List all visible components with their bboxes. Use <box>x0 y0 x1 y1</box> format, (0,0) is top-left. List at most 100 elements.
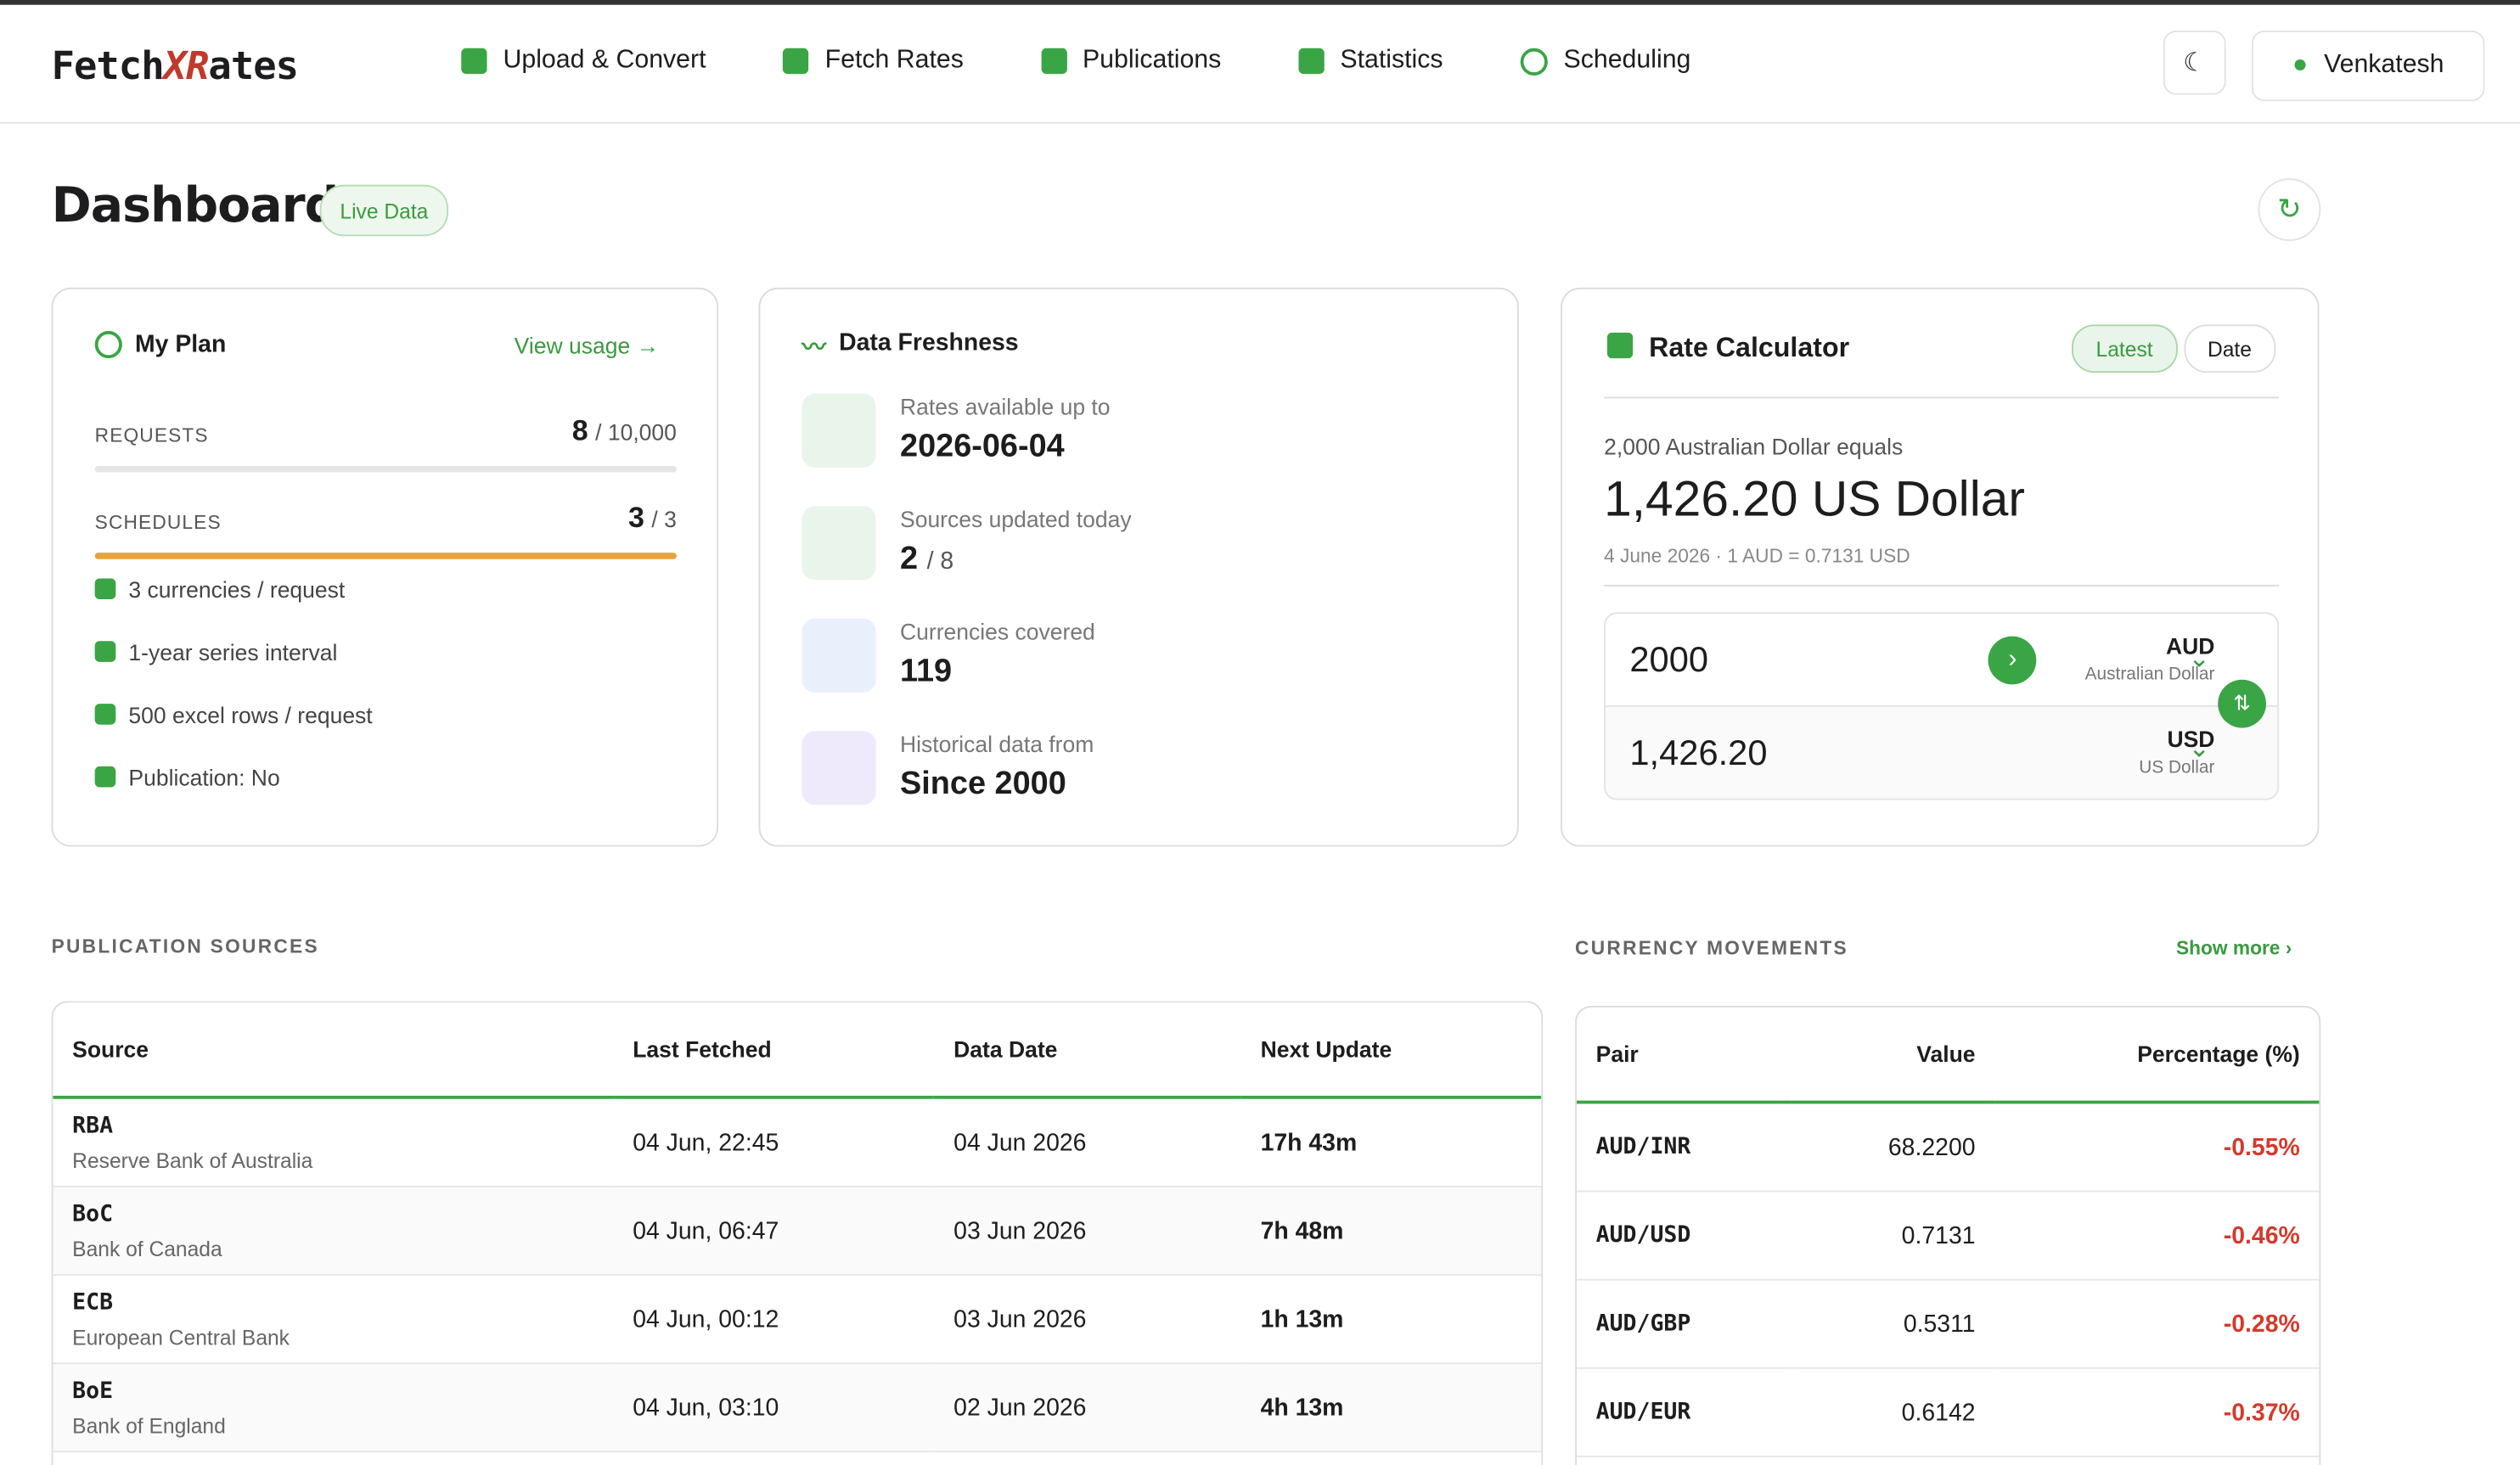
to-currency[interactable]: USD US Dollar <box>2139 726 2214 780</box>
nav-item[interactable]: Statistics <box>1298 47 1443 76</box>
link-text: Show more <box>2175 936 2281 960</box>
source-code: BoC <box>72 1200 114 1227</box>
freshness-value: 2026-06-04 <box>900 429 1111 466</box>
sources-heading: PUBLICATION SOURCES <box>51 935 319 958</box>
source-cell: BoC Bank of Canada <box>53 1186 614 1276</box>
user-menu[interactable]: ● Venkatesh <box>2251 30 2485 102</box>
refresh-button[interactable]: ↻ <box>2258 178 2321 241</box>
from-currency[interactable]: AUD Australian Dollar <box>2085 632 2215 687</box>
calc-result: 1,426.20 US Dollar <box>1604 470 2025 527</box>
source-code: BoE <box>72 1378 114 1404</box>
freshness-icon <box>802 393 876 468</box>
rate-value: 68.2200 <box>1792 1102 1995 1193</box>
dropdown-caret: ⌄ <box>2188 645 2210 674</box>
rate-value: 0.7131 <box>1792 1191 1995 1281</box>
pair: AUD/USD <box>1576 1191 1792 1281</box>
dropdown-caret: ⌄ <box>2188 735 2210 764</box>
movement-row: AUD/USD 0.7131 -0.46% <box>1576 1191 2320 1281</box>
data-date: 03 Jun 2026 <box>934 1275 1241 1365</box>
top-border <box>0 0 2520 5</box>
from-amount[interactable]: 2000 <box>1629 638 1709 679</box>
value: 2026-06-04 <box>900 429 1065 465</box>
view-usage-link[interactable]: View usage → <box>514 332 660 359</box>
quota-limit: / 3 <box>651 506 677 532</box>
plan-title: My Plan <box>135 330 227 359</box>
show-more-link[interactable]: Show more › <box>2175 936 2292 960</box>
freshness-icon <box>802 618 876 693</box>
column-header: Value <box>1792 1007 1995 1104</box>
suffix: / 8 <box>926 547 954 575</box>
quota-used: 3 <box>628 501 644 534</box>
feature-icon <box>94 766 116 788</box>
source-cell: BoE Bank of England <box>53 1363 614 1453</box>
feature-text: 500 excel rows / request <box>128 701 373 727</box>
freshness-label: Historical data from <box>900 731 1094 757</box>
freshness-text: Rates available up to 2026-06-04 <box>900 394 1111 507</box>
quota-label: SCHEDULES <box>94 510 222 534</box>
freshness-text: Currencies covered 119 <box>900 619 1095 732</box>
progress-bar <box>94 553 677 559</box>
nav-icon <box>1520 47 1548 76</box>
theme-toggle[interactable]: ☾ <box>2163 30 2226 95</box>
logo-part: ates <box>208 43 299 89</box>
column-header: Percentage (%) <box>1994 1007 2320 1104</box>
live-badge: Live Data <box>319 184 449 237</box>
feature-text: 3 currencies / request <box>128 575 346 602</box>
freshness-label: Sources updated today <box>900 506 1132 532</box>
logo-part: Fetch <box>51 43 165 89</box>
calc-title: Rate Calculator <box>1649 332 1850 363</box>
calc-meta: 4 June 2026 · 1 AUD = 0.7131 USD <box>1604 544 1910 568</box>
source-row: BoC Bank of Canada 04 Jun, 06:47 03 Jun 202… <box>53 1186 1542 1276</box>
to-row: 1,426.20 USD US Dollar ⌄ <box>1606 707 2277 799</box>
data-date: 04 Jun 2026 <box>934 1097 1241 1187</box>
header: FetchXRates Upload & Convert Fetch Rates P… <box>0 5 2520 124</box>
freshness-title: Data Freshness <box>839 329 1019 357</box>
data-date: 02 Jun 2026 <box>934 1363 1241 1453</box>
quota-used: 8 <box>571 414 588 447</box>
column-header: Data Date <box>934 1002 1241 1099</box>
tab[interactable]: Latest <box>2072 324 2177 373</box>
nav-icon <box>783 48 809 75</box>
source-cell: RBA Reserve Bank of Australia <box>53 1097 614 1187</box>
nav-label: Scheduling <box>1563 46 1691 75</box>
rate-value: 0.6142 <box>1792 1367 1995 1457</box>
feature: 3 currencies / request <box>94 558 373 620</box>
freshness-value: 119 <box>900 654 1095 691</box>
nav-item[interactable]: Upload & Convert <box>461 47 706 76</box>
nav-label: Fetch Rates <box>824 46 964 75</box>
sources-table: Source Last Fetched Data Date Next Update RB… <box>51 1001 1544 1465</box>
value: 2 <box>900 541 919 577</box>
movements-heading: CURRENCY MOVEMENTS <box>1575 936 1848 960</box>
next-update: 1h 13m <box>1240 1275 1542 1365</box>
value: Since 2000 <box>900 766 1066 802</box>
divider <box>1604 396 2280 399</box>
freshness-label: Rates available up to <box>900 393 1111 420</box>
pair: AUD/INR <box>1576 1102 1792 1193</box>
tab[interactable]: Date <box>2183 324 2276 373</box>
header-row: Pair Value Percentage (%) <box>1576 1007 2320 1104</box>
plan-header: My Plan <box>94 330 227 359</box>
swap-button[interactable]: ⇅ <box>2218 679 2266 728</box>
calculator-card: Rate Calculator Latest Date 2,000 Austra… <box>1561 287 2320 847</box>
feature: Publication: No <box>94 745 373 808</box>
currency-name: US Dollar <box>2139 757 2215 777</box>
logo[interactable]: FetchXRates <box>51 43 299 89</box>
freshness-text: Sources updated today 2 / 8 <box>900 506 1132 619</box>
source-name: Bank of England <box>72 1412 226 1438</box>
user-icon: ● <box>2292 51 2309 79</box>
feature-icon <box>94 578 116 600</box>
plan-card: My Plan View usage → REQUESTS 8 / 10,000 S… <box>51 287 719 847</box>
convert-button[interactable]: › <box>1988 635 2037 684</box>
icon: 〰 <box>802 334 826 362</box>
header-row: Source Last Fetched Data Date Next Update <box>53 1002 1542 1099</box>
nav-icon <box>1298 48 1325 75</box>
user-name: Venkatesh <box>2324 51 2444 79</box>
calc-header: Rate Calculator <box>1606 332 1850 365</box>
nav-item[interactable]: Publications <box>1040 47 1221 76</box>
movements-table: Pair Value Percentage (%) AUD/INR 68.2200 -0.… <box>1575 1005 2321 1465</box>
nav-item[interactable]: Scheduling <box>1520 47 1690 76</box>
column-header: Next Update <box>1240 1002 1542 1099</box>
nav-item[interactable]: Fetch Rates <box>783 47 964 76</box>
last-fetched: 04 Jun, 06:47 <box>613 1186 935 1276</box>
